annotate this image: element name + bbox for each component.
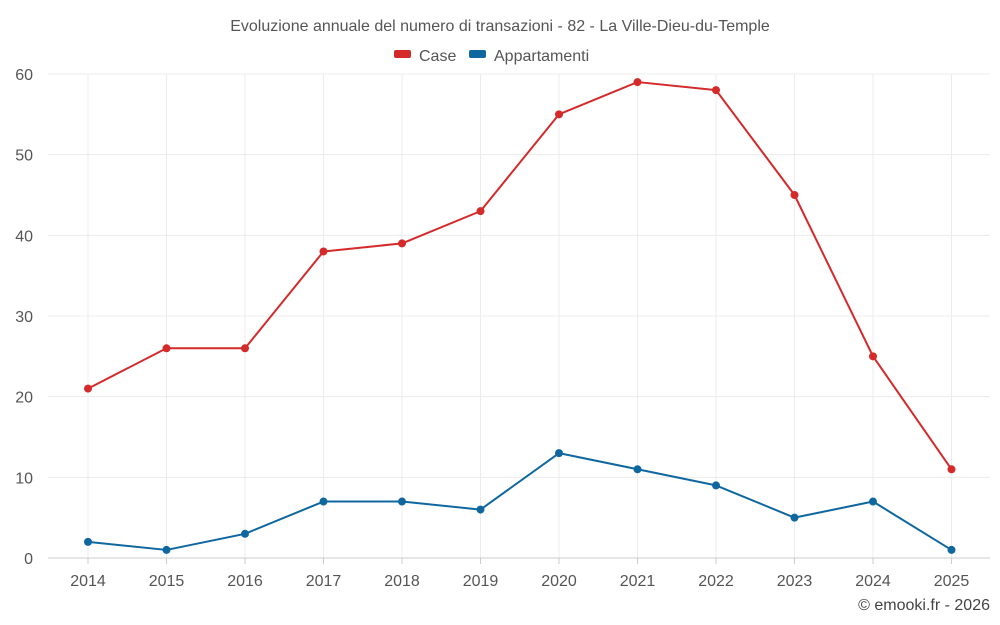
legend-swatch-appartamenti	[469, 50, 486, 58]
x-tick-label: 2015	[149, 573, 185, 590]
x-tick-label: 2017	[306, 573, 342, 590]
y-tick-label: 40	[15, 228, 33, 245]
x-tick-label: 2014	[70, 573, 106, 590]
grid	[48, 73, 990, 558]
x-tick-label: 2025	[934, 573, 970, 590]
data-point-case[interactable]	[947, 465, 956, 474]
data-point-case[interactable]	[162, 344, 171, 353]
x-tick-label: 2016	[227, 573, 263, 590]
legend-swatch-case	[394, 50, 411, 58]
data-point-case[interactable]	[555, 110, 563, 119]
data-point-case[interactable]	[84, 384, 92, 393]
legend-item-appartamenti[interactable]: Appartamenti	[469, 48, 589, 65]
data-point-case[interactable]	[398, 239, 406, 248]
data-point-case[interactable]	[712, 86, 720, 95]
legend-label-appartamenti: Appartamenti	[494, 48, 589, 65]
x-tick-label: 2024	[855, 573, 891, 590]
y-tick-label: 0	[24, 551, 33, 568]
data-point-appartamenti[interactable]	[947, 545, 956, 554]
x-tick-label: 2021	[620, 573, 656, 590]
x-tick-label: 2018	[384, 573, 420, 590]
y-tick-label: 20	[15, 390, 33, 407]
x-tick-label: 2019	[463, 573, 499, 590]
data-point-appartamenti[interactable]	[476, 505, 485, 514]
data-point-appartamenti[interactable]	[319, 497, 328, 506]
chart-title: Evoluzione annuale del numero di transaz…	[230, 18, 770, 35]
x-axis-ticks: 2014 2015 2016 2017 2018 2019 2020 2021 2022 2023…	[70, 558, 969, 590]
y-tick-label: 60	[15, 67, 33, 84]
data-point-appartamenti[interactable]	[633, 465, 642, 474]
legend: Case Appartamenti	[394, 48, 589, 65]
data-point-appartamenti[interactable]	[162, 545, 171, 554]
y-tick-label: 30	[15, 309, 33, 326]
y-tick-label: 10	[15, 470, 33, 487]
data-point-appartamenti[interactable]	[555, 449, 563, 458]
data-point-appartamenti[interactable]	[84, 537, 92, 546]
series-line-appartamenti	[87, 452, 953, 551]
data-point-appartamenti[interactable]	[398, 497, 406, 506]
data-point-appartamenti[interactable]	[869, 497, 877, 506]
data-point-case[interactable]	[790, 191, 799, 199]
data-point-case[interactable]	[476, 207, 485, 216]
data-point-case[interactable]	[241, 344, 249, 353]
legend-item-case[interactable]: Case	[394, 48, 456, 65]
data-point-case[interactable]	[869, 352, 877, 361]
data-point-case[interactable]	[319, 247, 328, 256]
y-tick-label: 50	[15, 148, 33, 165]
data-point-appartamenti[interactable]	[712, 481, 720, 490]
y-axis-ticks: 0 10 20 30 40 50 60	[15, 67, 33, 568]
x-tick-label: 2020	[541, 573, 577, 590]
credit-text: © emooki.fr - 2026	[858, 597, 990, 614]
series-layer	[84, 78, 956, 554]
x-tick-label: 2023	[777, 573, 813, 590]
data-point-appartamenti[interactable]	[241, 529, 249, 538]
data-point-case[interactable]	[633, 78, 642, 87]
series-line-case	[87, 81, 953, 470]
data-point-appartamenti[interactable]	[790, 513, 799, 522]
legend-label-case: Case	[419, 48, 456, 65]
x-tick-label: 2022	[698, 573, 734, 590]
